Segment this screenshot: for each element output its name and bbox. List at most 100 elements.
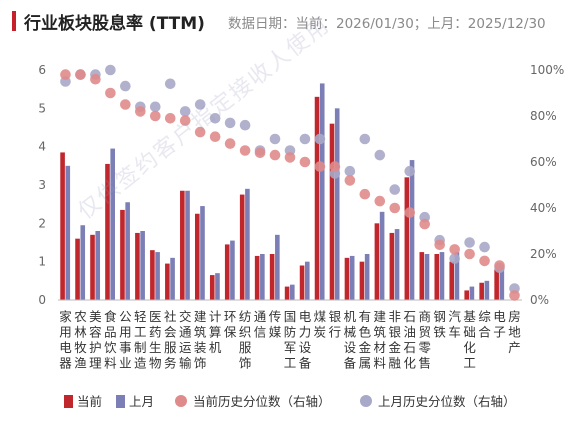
right-tick-label: 100% [530, 63, 564, 77]
dot-last-month-percentile [120, 80, 131, 92]
bar-current [449, 261, 455, 300]
legend-label: 上月历史分位数（右轴） [378, 394, 516, 409]
bar-current [329, 123, 335, 300]
bar-last-month [245, 188, 250, 300]
dot-current-percentile [254, 147, 266, 159]
bar-last-month [125, 202, 130, 300]
category-label: 银行 [329, 309, 342, 340]
dot-current-percentile [314, 161, 326, 172]
bar-last-month [140, 231, 145, 300]
left-tick-label: 2 [38, 216, 46, 230]
dot-last-month-percentile [314, 133, 326, 145]
category-label: 家用电器 [59, 309, 72, 371]
dot-current-percentile [479, 255, 490, 267]
bar-current [479, 282, 484, 300]
dot-last-month-percentile [389, 184, 401, 195]
bar-last-month [215, 273, 220, 300]
right-tick-label: 60% [530, 155, 557, 169]
category-label: 机械设备 [344, 309, 357, 371]
category-label: 轻工制造 [134, 309, 147, 371]
bar-last-month [304, 261, 310, 300]
legend: 当前 上月 当前历史分位数（右轴） 上月历史分位数（右轴） [64, 394, 516, 409]
dot-current-percentile [120, 99, 131, 110]
dot-current-percentile [239, 145, 251, 156]
dot-last-month-percentile [374, 149, 386, 161]
category-label: 石油石化 [403, 309, 416, 371]
dot-current-percentile [434, 239, 445, 251]
category-labels: 家用电器农林牧渔美容护理食品饮料公用事业轻工制造医药生物社会服务交通运输建筑装饰… [59, 309, 521, 371]
dot-last-month-percentile [149, 101, 161, 113]
bar-last-month [275, 234, 280, 300]
legend-swatch [116, 395, 125, 408]
dot-current-percentile [90, 73, 101, 85]
left-tick-label: 5 [38, 101, 46, 115]
right-tick-label: 40% [530, 201, 557, 215]
bar-last-month [334, 108, 340, 300]
dot-current-percentile [135, 106, 146, 117]
bar-current [90, 234, 95, 300]
bar-last-month [409, 160, 415, 300]
bars [58, 83, 522, 301]
data-dates: 数据日期：当前：2026/01/30；上月：2025/12/30 [228, 16, 546, 32]
dot-current-percentile [149, 110, 161, 122]
bar-current [180, 190, 185, 300]
dot-current-percentile [194, 126, 206, 138]
right-tick-label: 0% [530, 293, 549, 307]
bar-current [284, 286, 290, 300]
dot-current-percentile [374, 195, 386, 207]
dot-last-month-percentile [464, 237, 475, 248]
category-label: 医药生物 [149, 309, 162, 371]
category-label: 综合 [478, 309, 491, 340]
bar-last-month [364, 254, 370, 300]
bar-current [299, 265, 305, 300]
legend-label: 当前历史分位数（右轴） [193, 394, 331, 409]
bar-current [239, 194, 245, 300]
dot-current-percentile [164, 113, 176, 124]
dot-current-percentile [105, 87, 116, 99]
category-label: 交通运输 [179, 309, 192, 371]
category-label: 有色金属 [359, 309, 372, 371]
bar-last-month [319, 83, 325, 300]
bar-last-month [110, 148, 115, 300]
bar-current [419, 252, 425, 300]
dot-current-percentile [344, 175, 356, 186]
left-tick-label: 3 [38, 178, 46, 192]
bar-current [194, 213, 200, 300]
bar-last-month [484, 280, 490, 300]
category-label: 非银金融 [389, 309, 402, 371]
category-label: 建筑材料 [374, 309, 387, 371]
category-label: 建筑装饰 [194, 309, 207, 371]
bar-last-month [95, 231, 101, 300]
dot-last-month-percentile [105, 64, 116, 76]
left-tick-label: 1 [38, 255, 46, 269]
category-label: 钢铁 [433, 309, 446, 340]
dot-last-month-percentile [179, 106, 191, 117]
bar-current [254, 255, 260, 300]
left-tick-label: 4 [38, 140, 46, 154]
dot-current-percentile [329, 161, 341, 172]
category-label: 煤炭 [314, 309, 327, 340]
bar-last-month [260, 254, 265, 300]
bar-current [135, 232, 140, 300]
bar-current [75, 238, 80, 300]
bar-current [494, 269, 499, 300]
dot-current-percentile [224, 138, 236, 149]
bar-current [269, 254, 275, 300]
dot-current-percentile [509, 290, 520, 301]
bar-current [344, 257, 350, 300]
dot-last-month-percentile [449, 253, 460, 264]
dot-current-percentile [209, 131, 221, 142]
legend-swatch [175, 395, 187, 407]
category-label: 社会服务 [164, 309, 177, 371]
dot-current-percentile [359, 188, 371, 200]
dots [60, 64, 520, 301]
bar-current [434, 254, 440, 300]
dot-current-percentile [60, 69, 71, 80]
bar-last-month [170, 257, 175, 300]
bar-current [314, 96, 320, 300]
dot-last-month-percentile [479, 241, 490, 253]
bar-last-month [349, 255, 355, 300]
left-axis: 0 1 2 3 4 5 6 [38, 63, 46, 307]
dot-last-month-percentile [359, 133, 371, 145]
category-label: 电子 [493, 309, 506, 340]
